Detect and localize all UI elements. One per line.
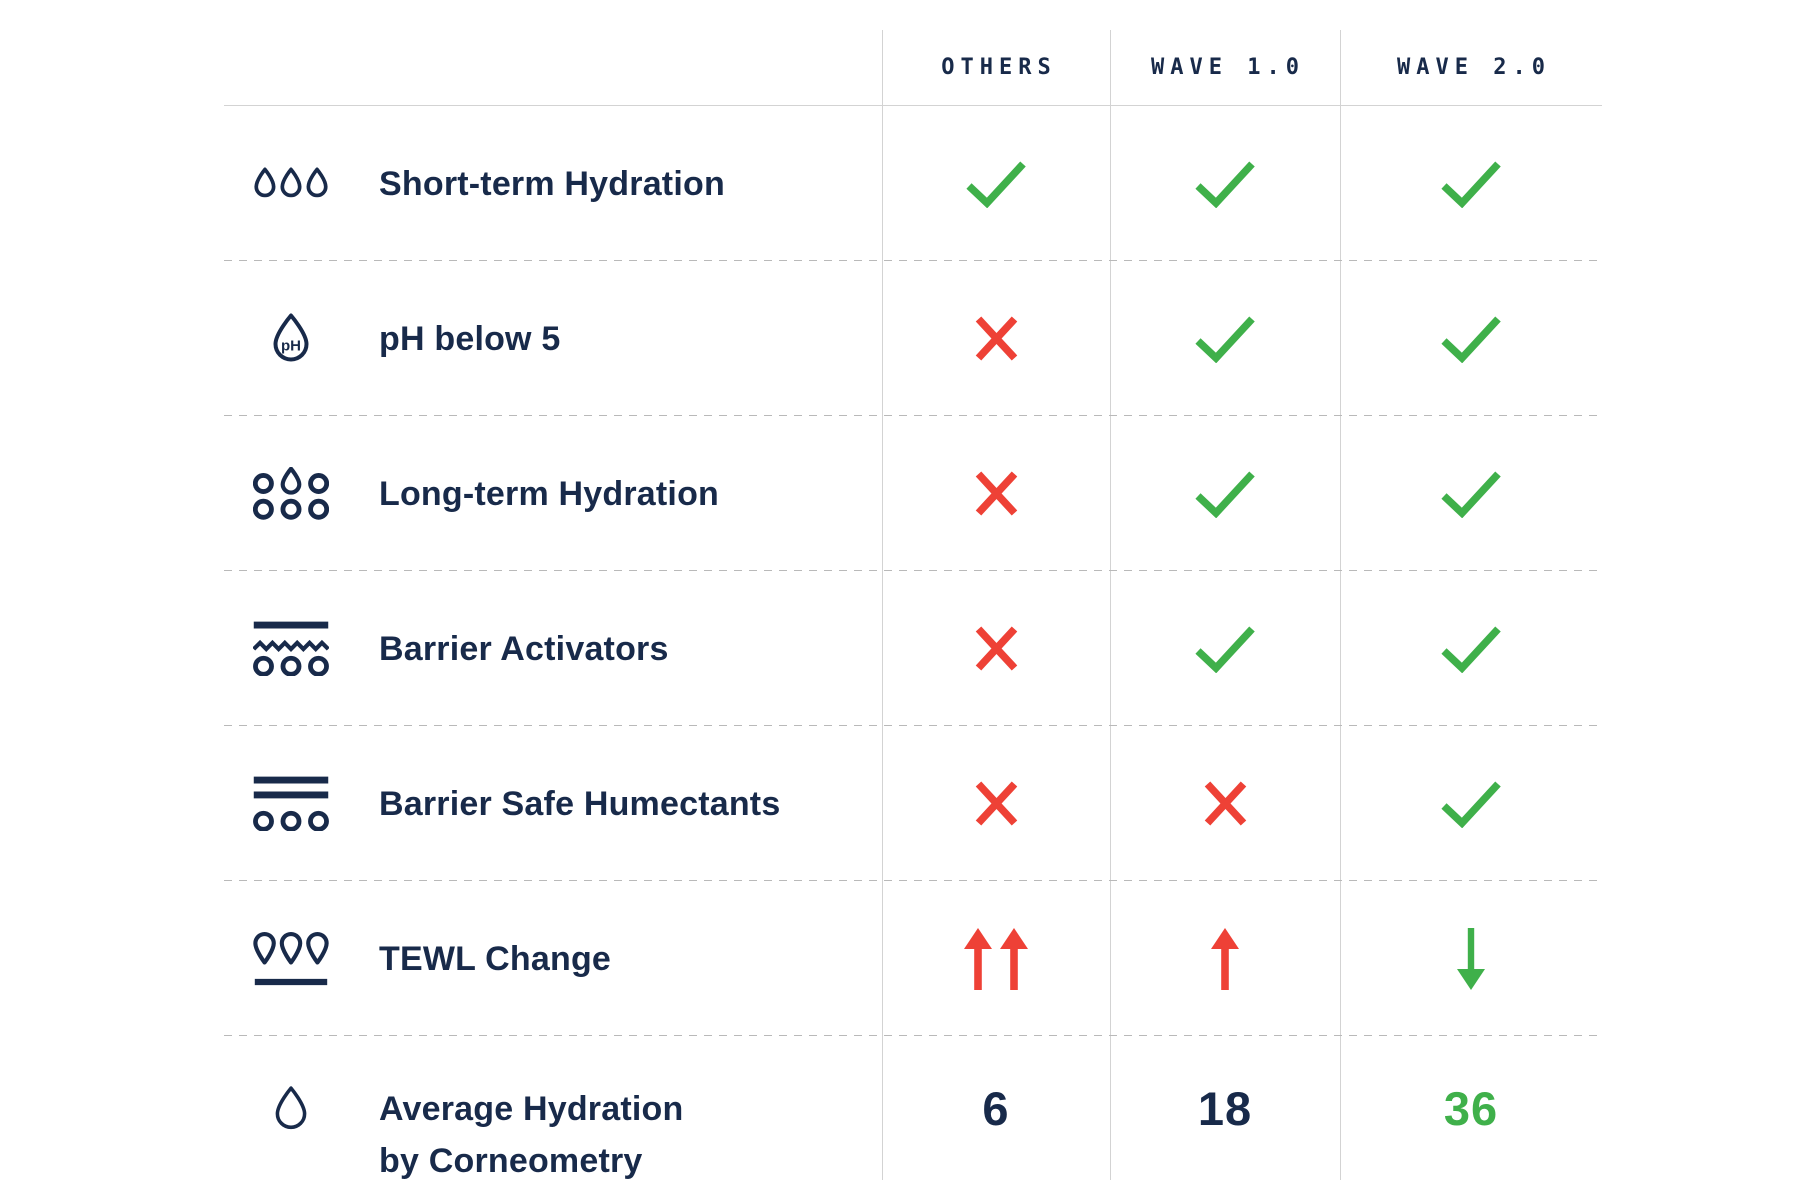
check-icon (1441, 780, 1501, 828)
cell-others (882, 106, 1110, 261)
row-label: Barrier Activators (379, 629, 669, 668)
row-icon-box (224, 467, 358, 520)
column-divider (1110, 30, 1111, 1180)
cell-others (882, 416, 1110, 571)
check-icon (1441, 470, 1501, 518)
cell-wave-2 (1340, 726, 1602, 881)
column-divider (882, 30, 883, 1180)
row-label: Short-term Hydration (379, 164, 725, 203)
cell-wave-1 (1110, 416, 1340, 571)
cross-icon (975, 471, 1017, 516)
row-icon-box (224, 1085, 358, 1132)
column-header-wave-1: WAVE 1.0 (1151, 55, 1305, 80)
cell-wave-1 (1110, 881, 1340, 1036)
value-number: 6 (982, 1082, 1010, 1135)
table-row: Long-term Hydration (224, 416, 1602, 571)
cell-others (882, 261, 1110, 416)
cross-icon (975, 316, 1017, 361)
table-row: pH pH below 5 (224, 261, 1602, 416)
value-number: 18 (1197, 1082, 1253, 1135)
check-icon (1441, 625, 1501, 673)
table-row: Average Hydration by Corneometry 6 18 36 (224, 1036, 1602, 1181)
check-icon (1195, 625, 1255, 673)
row-label-cell: Average Hydration by Corneometry (224, 1036, 882, 1181)
cell-wave-1 (1110, 726, 1340, 881)
row-label: pH below 5 (379, 319, 561, 358)
cross-icon (975, 626, 1017, 671)
long-term-hydration-icon (253, 467, 329, 520)
row-icon-box: pH (224, 313, 358, 365)
up-arrow-icon (1000, 927, 1028, 990)
table-row: TEWL Change (224, 881, 1602, 1036)
column-divider (1340, 30, 1341, 1180)
double-up-arrow-icon (964, 927, 1028, 990)
comparison-table: OTHERS WAVE 1.0 WAVE 2.0 Short-term Hydr… (224, 30, 1602, 1181)
cell-wave-1 (1110, 106, 1340, 261)
cell-others (882, 881, 1110, 1036)
row-label-line-2: by Corneometry (379, 1141, 643, 1180)
cell-wave-1 (1110, 571, 1340, 726)
row-label-cell: pH pH below 5 (224, 261, 882, 416)
check-icon (1195, 470, 1255, 518)
check-icon (1195, 315, 1255, 363)
row-label-cell: Short-term Hydration (224, 106, 882, 261)
cell-wave-1 (1110, 261, 1340, 416)
table-row: Short-term Hydration (224, 106, 1602, 261)
down-arrow-icon (1457, 927, 1485, 990)
cell-others (882, 571, 1110, 726)
up-arrow-icon (1211, 927, 1239, 990)
header-spacer (224, 30, 882, 105)
check-icon (1441, 160, 1501, 208)
row-icon-box (224, 621, 358, 676)
row-label: Barrier Safe Humectants (379, 784, 781, 823)
table-row: Barrier Activators (224, 571, 1602, 726)
column-header-others: OTHERS (941, 55, 1057, 80)
column-header-wave-2: WAVE 2.0 (1397, 55, 1551, 80)
short-term-hydration-icon (254, 167, 328, 198)
tewl-change-icon (253, 931, 329, 985)
cell-wave-2 (1340, 571, 1602, 726)
row-icon-box (224, 776, 358, 831)
check-icon (966, 160, 1026, 208)
barrier-safe-humectants-icon (253, 776, 329, 831)
row-label: Long-term Hydration (379, 474, 720, 513)
average-hydration-icon (275, 1085, 307, 1129)
value-number: 36 (1443, 1082, 1499, 1135)
row-label-cell: Long-term Hydration (224, 416, 882, 571)
row-label-cell: TEWL Change (224, 881, 882, 1036)
check-icon (1441, 315, 1501, 363)
cell-wave-2 (1340, 261, 1602, 416)
row-icon-box (224, 931, 358, 986)
table-row: Barrier Safe Humectants (224, 726, 1602, 881)
barrier-activators-icon (253, 621, 329, 676)
cell-wave-2 (1340, 881, 1602, 1036)
cell-others (882, 726, 1110, 881)
row-label-cell: Barrier Activators (224, 571, 882, 726)
up-arrow-icon (964, 927, 992, 990)
cell-others: 6 (882, 1036, 1110, 1181)
cell-wave-2 (1340, 416, 1602, 571)
table-header: OTHERS WAVE 1.0 WAVE 2.0 (224, 30, 1602, 106)
row-label: Average Hydration by Corneometry (379, 1083, 683, 1187)
cross-icon (1204, 781, 1246, 826)
svg-text:pH: pH (281, 337, 301, 354)
row-icon-box (224, 167, 358, 200)
cell-wave-1: 18 (1110, 1036, 1340, 1181)
cross-icon (975, 781, 1017, 826)
ph-icon: pH (273, 313, 309, 361)
check-icon (1195, 160, 1255, 208)
cell-wave-2: 36 (1340, 1036, 1602, 1181)
row-label-line-1: Average Hydration (379, 1089, 684, 1128)
row-label: TEWL Change (379, 939, 612, 978)
row-label-cell: Barrier Safe Humectants (224, 726, 882, 881)
cell-wave-2 (1340, 106, 1602, 261)
